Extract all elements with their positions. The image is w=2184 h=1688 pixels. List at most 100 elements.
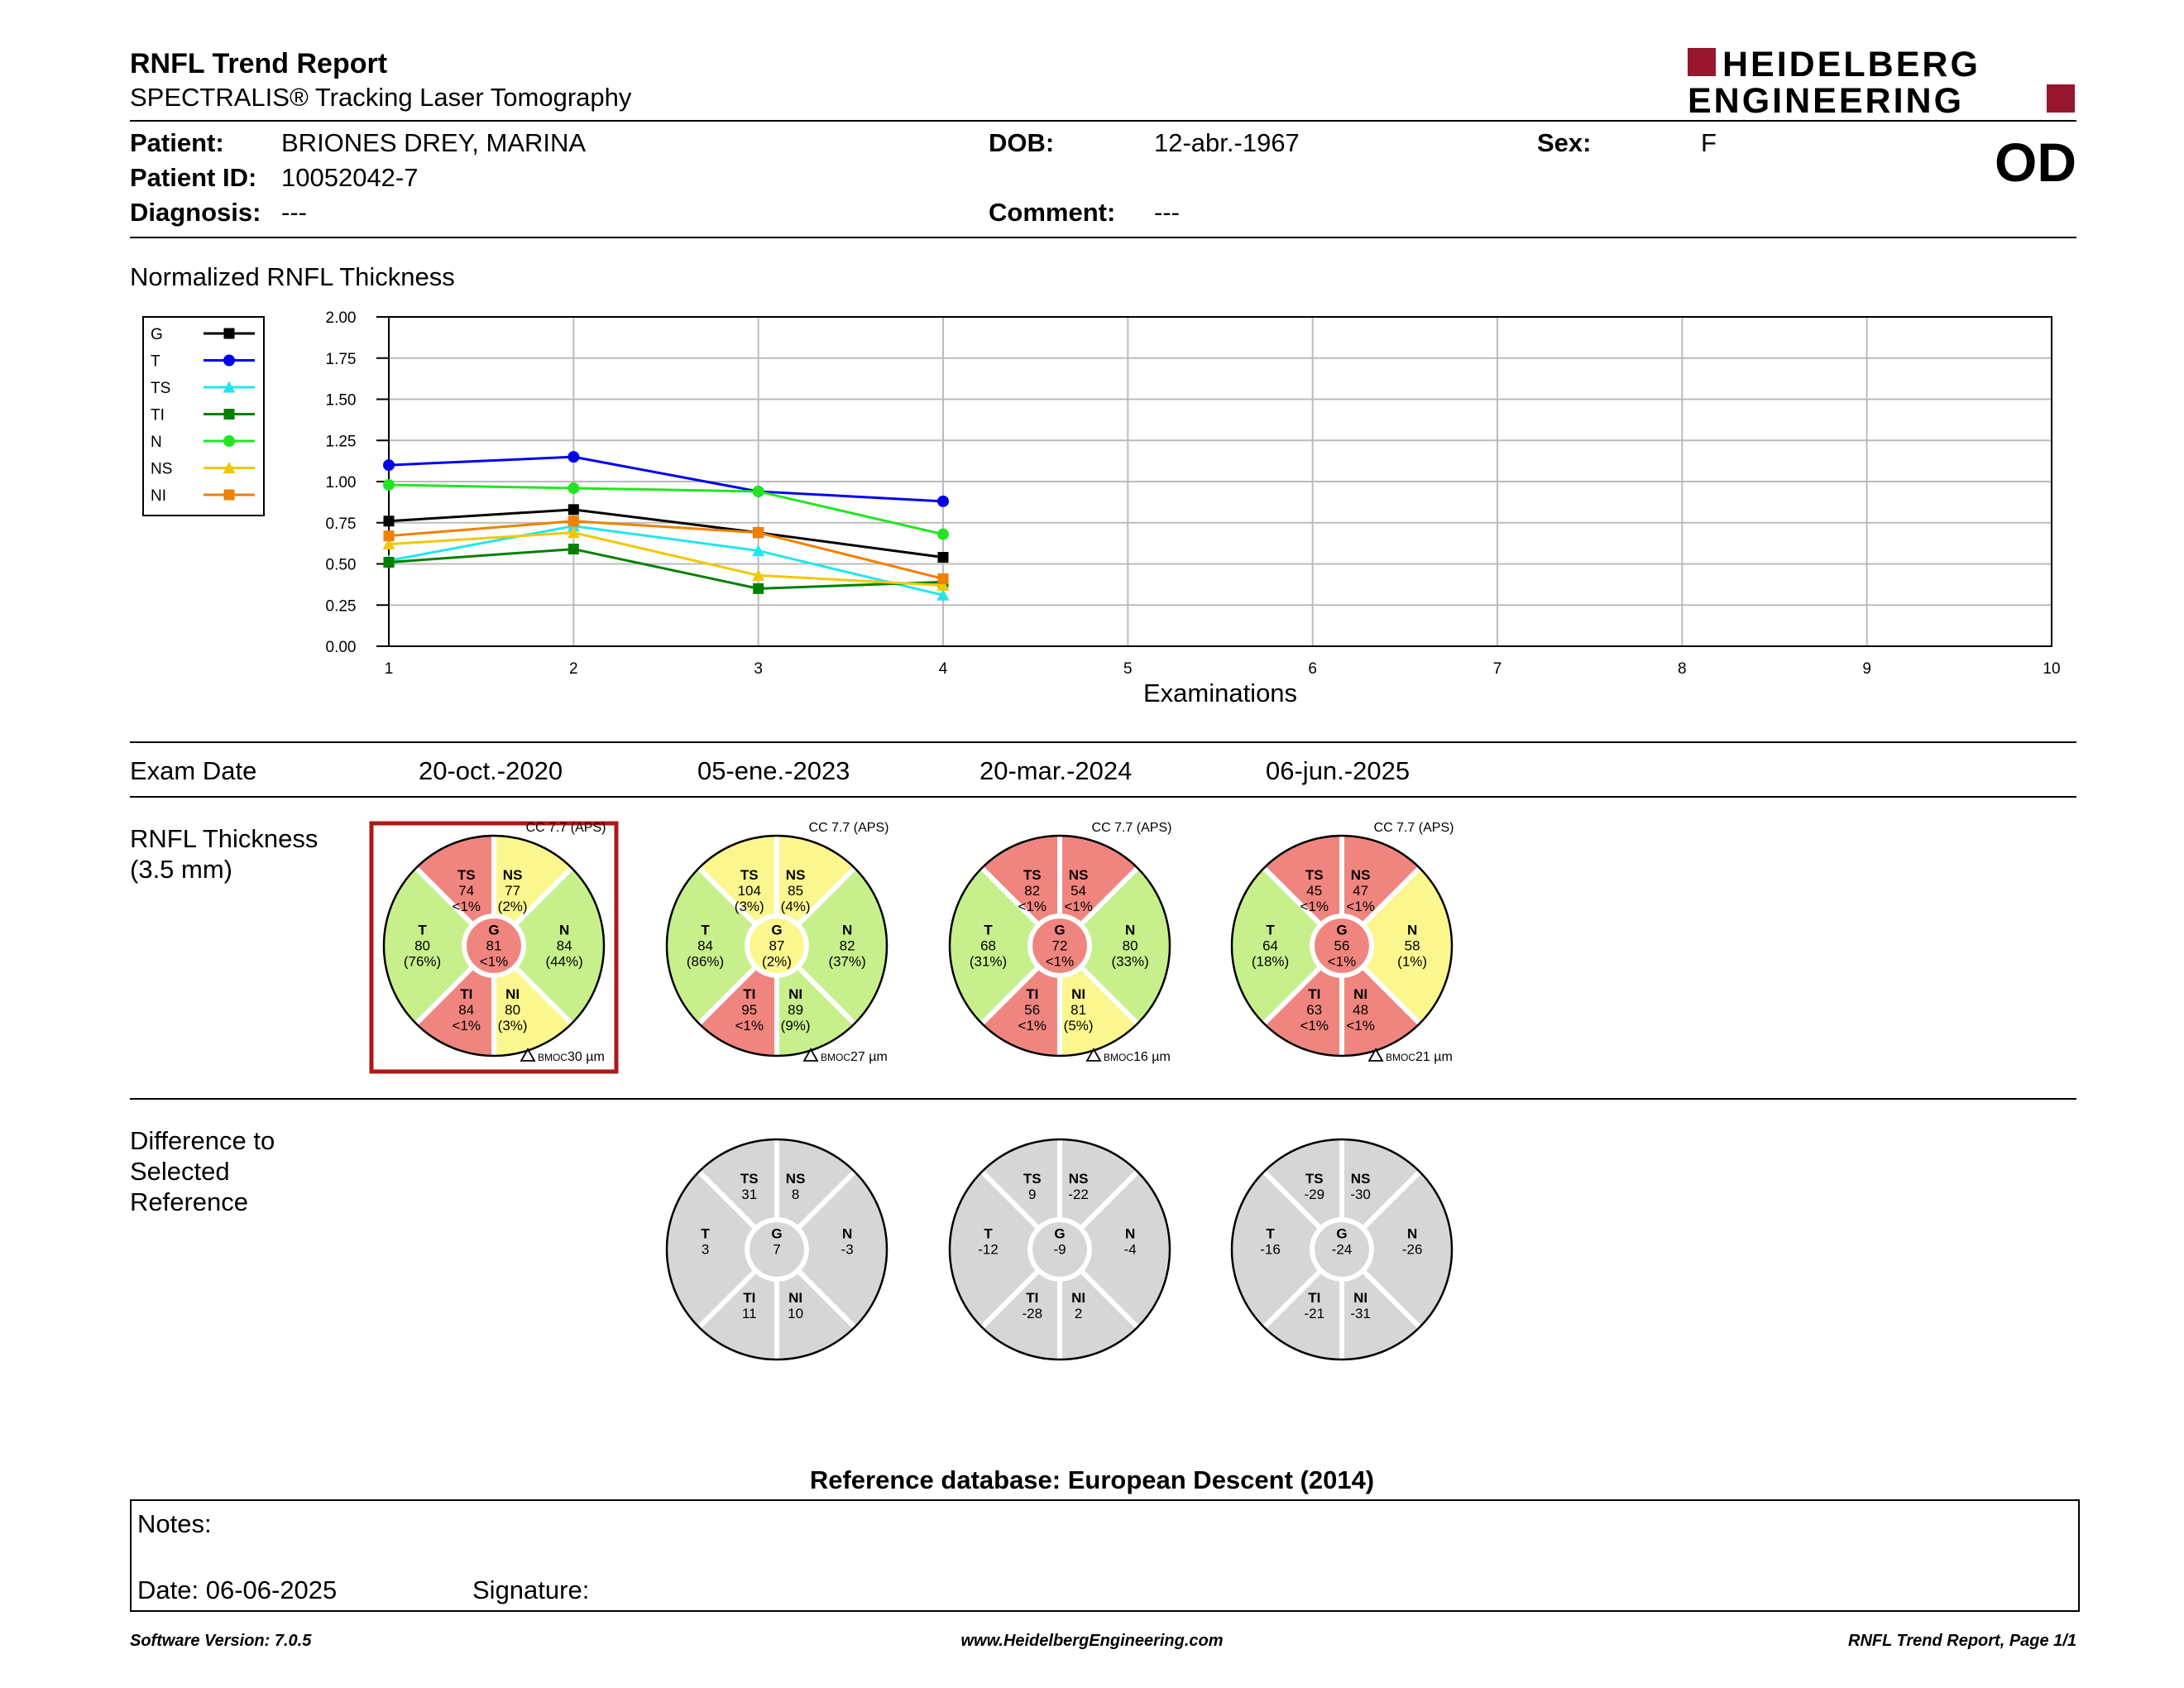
bmoc-value: 21 µm [1415,1050,1453,1064]
outer-ring [665,1138,888,1361]
sector-ti [981,966,1060,1056]
chart-divider [130,741,2076,743]
sector-name-ti: TI [460,986,472,1002]
sector-name-ti: TI [1026,1290,1038,1306]
dates-divider [130,796,2076,798]
outer-ring [1230,834,1454,1057]
exam-date-2: 05-ene.-2023 [697,756,850,785]
sector-ni [1060,1270,1138,1360]
sector-separator [414,965,475,1026]
sector-percentile-n: (44%) [545,954,582,970]
data-point-ti [383,557,395,568]
sector-value-ts: 74 [458,883,474,899]
thickness-circles: NS77(2%)TS74<1%T80(76%)TI84<1%NI80(3%)N8… [369,821,1454,1074]
sector-value-t: -16 [1260,1242,1281,1258]
sector-value-ni: 80 [505,1002,520,1018]
thickness-label-1: RNFL Thickness [130,824,318,853]
data-point-n [937,528,949,540]
sector-separator [979,965,1041,1026]
bmoc-label: BMOC [821,1052,850,1063]
sector-percentile-ns: <1% [1346,899,1375,914]
sector-percentile-ti: <1% [735,1018,764,1033]
data-point-ti [568,544,579,555]
sector-value-g: -9 [1053,1242,1066,1258]
sector-value-ts: 31 [741,1187,757,1202]
data-point-ns [936,578,950,591]
sector-name-ns: NS [786,1171,806,1187]
sector-ns [1342,1139,1420,1229]
sector-value-n: -26 [1402,1242,1423,1258]
sector-value-g: -24 [1332,1242,1353,1258]
sector-ni [1060,966,1138,1056]
sector-name-ni: NI [1353,1290,1367,1306]
website-link[interactable]: www.HeidelbergEngineering.com [960,1632,1224,1650]
patient-divider [130,237,2076,238]
sector-name-n: N [559,923,569,938]
inner-ring [1027,1217,1092,1282]
sector-name-ni: NI [1353,986,1367,1002]
sector-percentile-ts: <1% [1300,899,1329,914]
sector-t [1231,867,1321,1024]
sector-value-ti: -21 [1304,1306,1324,1321]
sector-value-t: -12 [978,1242,999,1258]
sector-t [950,867,1039,1024]
data-point-ni [568,516,579,527]
page-number: RNFL Trend Report, Page 1/1 [1848,1632,2076,1650]
sector-separator [697,866,758,927]
sector-value-ni: 81 [1070,1002,1086,1018]
sector-separator [1361,1169,1422,1230]
dob-label: DOB: [989,128,1055,157]
data-point-t [383,459,395,472]
sector-name-t: T [1266,923,1275,938]
sector-ti [981,1270,1060,1360]
sex-label: Sex: [1537,128,1592,157]
sector-separator [697,965,758,1026]
inner-ring [1027,914,1092,978]
sector-n [515,867,605,1024]
sector-g [1312,916,1372,976]
difference-label-2: Selected [130,1157,230,1186]
series-line-t [388,455,944,503]
sector-value-n: 80 [1123,938,1138,954]
software-version: Software Version: 7.0.5 [130,1632,312,1650]
sector-percentile-ns: <1% [1064,899,1093,914]
sector-separator [1262,965,1323,1026]
sector-name-g: G [488,923,499,938]
x-tick-label: 2 [569,660,578,678]
sector-value-t: 64 [1262,938,1278,954]
sector-separator [513,965,574,1026]
sector-name-ts: TS [740,867,759,883]
sector-value-ti: -28 [1022,1306,1042,1321]
sector-percentile-ti: <1% [1018,1018,1047,1033]
sector-t [950,1171,1039,1328]
sector-value-ti: 56 [1024,1002,1040,1018]
sector-percentile-t: (18%) [1252,954,1289,970]
sector-value-g: 72 [1052,938,1068,954]
sector-value-ti: 63 [1306,1002,1322,1018]
report-subtitle: SPECTRALIS® Tracking Laser Tomography [130,83,632,112]
legend-marker-g [223,328,235,339]
header-divider [130,120,2076,122]
sector-name-g: G [771,923,782,938]
sector-name-ns: NS [1069,1171,1089,1187]
sector-value-ts: 104 [738,883,761,899]
y-tick-label: 1.25 [326,433,357,450]
sector-name-ti: TI [743,1290,755,1306]
sector-ts [1263,1139,1342,1229]
x-tick-label: 7 [1493,660,1502,678]
x-tick-label: 3 [754,660,763,678]
delta-icon [1085,1048,1102,1062]
sector-name-g: G [1336,923,1347,938]
patient-name: BRIONES DREY, MARINA [281,128,587,157]
bmoc-label: BMOC [1386,1052,1415,1063]
sector-percentile-n: (33%) [1111,954,1148,970]
notes-box[interactable]: Notes: Date: 06-06-2025 Signature: [130,1499,2080,1612]
reference-database: Reference database: European Descent (20… [809,1465,1375,1494]
sector-name-ns: NS [786,867,806,883]
outer-ring [1230,1138,1454,1361]
sector-separator [697,1268,758,1330]
report-title: RNFL Trend Report [130,48,388,79]
eye-indicator: OD [1995,132,2076,193]
sector-percentile-g: <1% [480,954,509,970]
sector-value-ns: -30 [1350,1187,1371,1202]
